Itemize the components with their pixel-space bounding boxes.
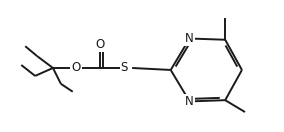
Text: O: O [96,38,105,51]
Text: O: O [71,62,80,74]
Text: N: N [185,95,194,108]
Text: N: N [185,32,194,45]
Text: S: S [120,62,128,74]
